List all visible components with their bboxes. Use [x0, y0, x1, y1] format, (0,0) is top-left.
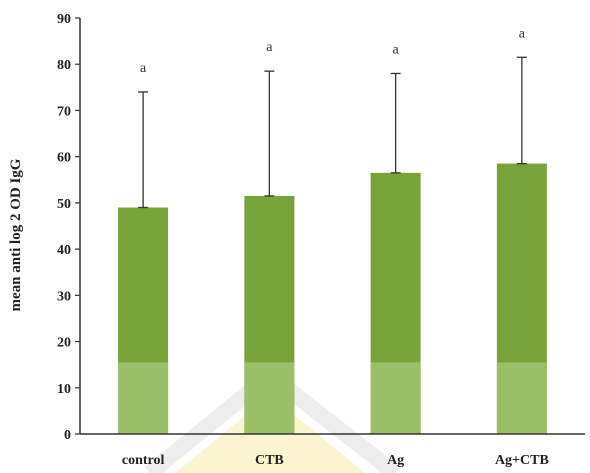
- y-tick-label: 40: [57, 243, 71, 258]
- y-tick-label: 60: [57, 151, 71, 166]
- y-axis-label: mean anti log 2 OD IgG: [8, 158, 24, 311]
- y-tick-label: 80: [57, 58, 71, 73]
- bar-lower-band: [370, 362, 421, 434]
- significance-label: a: [519, 26, 526, 41]
- y-tick-label: 50: [57, 197, 71, 212]
- x-category-label: control: [122, 453, 165, 468]
- y-axis-ticks: 0 10 20 30 40 50 60 70 80 90: [57, 12, 80, 443]
- significance-label: a: [266, 40, 273, 55]
- x-category-label: Ag: [387, 453, 404, 468]
- y-tick-label: 20: [57, 336, 71, 351]
- x-axis-labels: control CTB Ag Ag+CTB: [122, 453, 549, 468]
- error-bars-group: [138, 56, 527, 209]
- y-tick-label: 10: [57, 382, 71, 397]
- bars-group: [118, 163, 547, 434]
- x-category-label: Ag+CTB: [495, 453, 549, 468]
- x-category-label: CTB: [255, 453, 284, 468]
- y-tick-label: 90: [57, 12, 71, 27]
- y-tick-label: 30: [57, 289, 71, 304]
- bar-lower-band: [244, 362, 295, 434]
- y-tick-label: 0: [64, 428, 71, 443]
- significance-label: a: [140, 61, 147, 76]
- y-axis-title: mean anti log 2 OD IgG: [8, 158, 24, 311]
- bar-lower-band: [118, 362, 169, 434]
- significance-labels-group: a a a a: [140, 26, 526, 76]
- y-tick-label: 70: [57, 104, 71, 119]
- bar-lower-band: [496, 362, 547, 434]
- significance-label: a: [393, 42, 400, 57]
